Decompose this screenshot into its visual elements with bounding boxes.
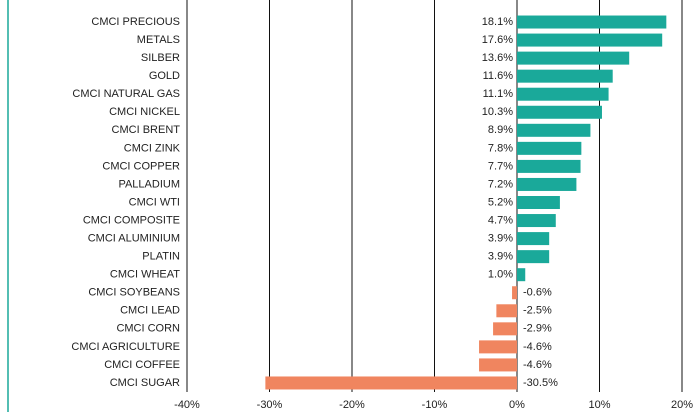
value-label: 11.1%	[483, 88, 514, 100]
bar	[517, 87, 609, 101]
value-label: 3.9%	[488, 251, 513, 263]
category-label: CMCI ZINK	[124, 142, 181, 154]
bar	[517, 214, 556, 228]
bar	[479, 358, 517, 372]
x-tick-label: -30%	[257, 399, 283, 411]
bar	[517, 177, 577, 191]
bar	[517, 51, 630, 65]
value-label: 3.9%	[488, 233, 513, 245]
value-label: 10.3%	[482, 106, 513, 118]
x-tick-label: -40%	[174, 399, 200, 411]
value-label: -2.9%	[523, 323, 552, 335]
value-label: -4.6%	[523, 359, 552, 371]
bar	[512, 286, 517, 300]
value-label: -30.5%	[523, 377, 558, 389]
category-label: GOLD	[149, 70, 180, 82]
value-label: -0.6%	[523, 287, 552, 299]
bar	[517, 69, 613, 83]
category-label: CMCI NICKEL	[109, 106, 180, 118]
value-label: 7.8%	[488, 142, 513, 154]
value-label: 13.6%	[482, 52, 513, 64]
category-label: CMCI COPPER	[102, 160, 180, 172]
value-label: -2.5%	[523, 305, 552, 317]
value-label: -4.6%	[523, 341, 552, 353]
x-tick-label: -10%	[422, 399, 448, 411]
category-label: CMCI SOYBEANS	[88, 287, 180, 299]
bar	[517, 123, 591, 137]
category-label: CMCI SUGAR	[110, 377, 180, 389]
bar	[517, 141, 582, 155]
bar	[493, 322, 517, 336]
category-label: CMCI WTI	[129, 196, 180, 208]
value-label: 18.1%	[482, 16, 513, 28]
bar	[517, 105, 602, 119]
category-label: CMCI LEAD	[120, 305, 180, 317]
bar	[517, 159, 581, 173]
bar	[517, 15, 667, 29]
x-tick-label: -20%	[339, 399, 365, 411]
bar	[517, 196, 560, 209]
category-label: CMCI BRENT	[112, 124, 181, 136]
value-label: 5.2%	[488, 196, 513, 208]
category-label: CMCI CORN	[116, 323, 180, 335]
bar	[265, 376, 517, 390]
value-label: 11.6%	[483, 70, 514, 82]
category-label: METALS	[137, 34, 180, 46]
x-tick-label: 10%	[588, 399, 610, 411]
bar	[517, 268, 526, 282]
category-label: PALLADIUM	[118, 178, 180, 190]
bar	[496, 304, 517, 318]
value-label: 4.7%	[488, 214, 513, 226]
category-label: CMCI COFFEE	[104, 359, 180, 371]
bar	[479, 340, 517, 354]
category-label: CMCI NATURAL GAS	[72, 88, 180, 100]
category-label: CMCI ALUMINIUM	[88, 233, 180, 245]
value-label: 7.2%	[488, 178, 513, 190]
bar	[517, 250, 550, 264]
category-label: CMCI PRECIOUS	[91, 16, 180, 28]
bar	[517, 232, 550, 246]
category-label: PLATIN	[142, 251, 180, 263]
value-label: 17.6%	[482, 34, 513, 46]
value-label: 1.0%	[488, 269, 513, 281]
category-label: CMCI WHEAT	[110, 269, 180, 281]
category-label: SILBER	[141, 52, 180, 64]
value-label: 7.7%	[488, 160, 513, 172]
category-label: CMCI COMPOSITE	[83, 214, 180, 226]
value-label: 8.9%	[488, 124, 513, 136]
bar	[517, 33, 663, 47]
x-tick-label: 0%	[509, 399, 525, 411]
x-tick-label: 20%	[671, 399, 693, 411]
category-label: CMCI AGRICULTURE	[71, 341, 180, 353]
